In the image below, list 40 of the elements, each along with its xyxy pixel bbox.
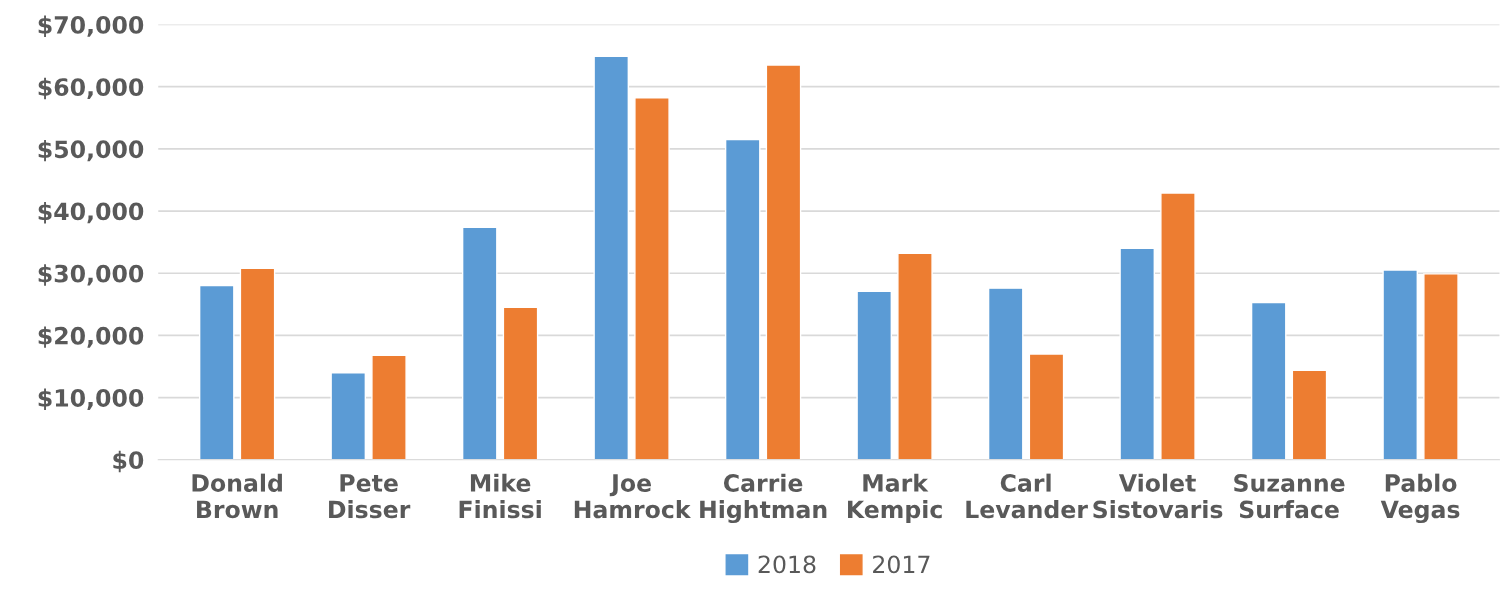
- x-tick-label: Pablo Vegas: [1380, 473, 1460, 524]
- bar: [1382, 269, 1418, 460]
- bar: [856, 290, 893, 460]
- bar: [634, 97, 670, 460]
- bar: [198, 284, 235, 460]
- x-tick-label: Pete Disser: [329, 474, 411, 519]
- bar: [1119, 247, 1155, 460]
- y-tick-label: $10,000: [38, 388, 144, 411]
- y-tick-label: $50,000: [38, 139, 144, 162]
- x-tick-label: Donald Brown: [192, 473, 282, 519]
- x-tick-label: Violet Sistovaris: [1093, 473, 1223, 519]
- x-tick-label: Mark Kempic: [848, 473, 942, 523]
- legend-label: 2017: [873, 555, 930, 574]
- x-tick-label: Mike Finissi: [459, 473, 541, 519]
- bar: [461, 226, 498, 460]
- bar: [1160, 192, 1196, 460]
- y-tick-label: $40,000: [38, 202, 144, 224]
- bar: [1291, 369, 1328, 460]
- bar: [897, 252, 933, 460]
- bar: [724, 138, 761, 460]
- bar: [1250, 301, 1287, 460]
- bar: [765, 64, 802, 460]
- x-tick-label: Joe Hamrock: [574, 474, 691, 519]
- legend-label: 2018: [758, 555, 816, 574]
- x-tick-label: Carrie Hightman: [700, 473, 827, 524]
- y-tick-label: $30,000: [38, 264, 144, 286]
- bar: [593, 55, 630, 460]
- x-tick-label: Carl Levander: [966, 473, 1088, 519]
- bar: [987, 287, 1024, 460]
- bar: [502, 306, 539, 460]
- bar: [239, 267, 276, 460]
- y-tick-label: $60,000: [38, 77, 144, 100]
- bar: [330, 372, 367, 460]
- bar: [1423, 273, 1459, 460]
- y-tick-label: $70,000: [38, 15, 144, 37]
- y-tick-label: $0: [113, 450, 144, 473]
- x-tick-label: Suzanne Surface: [1234, 474, 1345, 519]
- bar: [371, 354, 407, 460]
- y-tick-label: $20,000: [38, 326, 144, 348]
- bar: [1028, 353, 1065, 460]
